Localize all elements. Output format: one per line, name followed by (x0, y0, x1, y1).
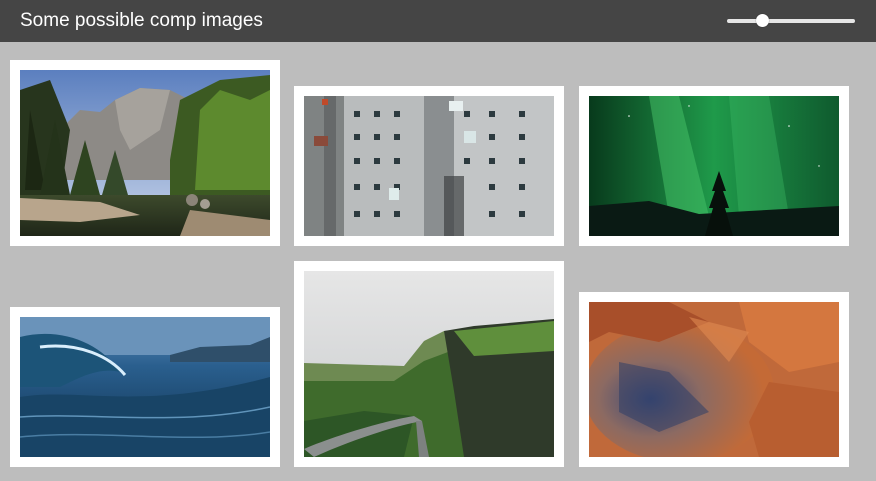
image-weathered-building[interactable] (304, 96, 554, 236)
image-green-cliffs[interactable] (304, 271, 554, 457)
image-card-5[interactable] (294, 261, 564, 467)
image-aurora-night[interactable] (589, 96, 839, 236)
image-card-4[interactable] (10, 307, 280, 467)
image-card-2[interactable] (294, 86, 564, 246)
page-title: Some possible comp images (20, 10, 263, 31)
header-bar: Some possible comp images (0, 0, 876, 42)
image-crater[interactable] (589, 302, 839, 457)
image-ocean-wave[interactable] (20, 317, 270, 457)
image-card-3[interactable] (579, 86, 849, 246)
image-card-1[interactable] (10, 60, 280, 246)
slider-handle[interactable] (756, 14, 770, 27)
zoom-slider[interactable] (727, 11, 857, 31)
slider-track[interactable] (727, 19, 855, 23)
image-yosemite-valley[interactable] (20, 70, 270, 236)
image-card-6[interactable] (579, 292, 849, 467)
